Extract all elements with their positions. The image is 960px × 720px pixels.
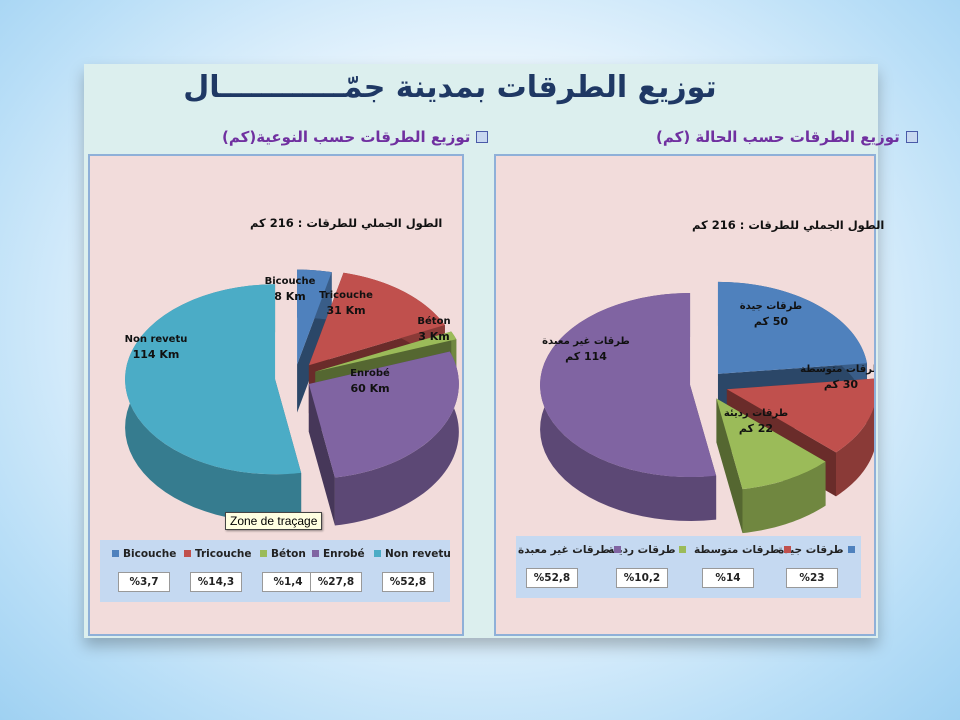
legend-swatch-icon bbox=[783, 546, 791, 553]
legend-percent: %3,7 bbox=[118, 572, 170, 592]
legend-percent: %10,2 bbox=[616, 568, 668, 588]
slice-category-label: طرقات متوسطة bbox=[800, 364, 874, 375]
left-total-label: الطول الجملي للطرقات : 216 كم bbox=[250, 216, 443, 230]
slice-value-label: 31 Km bbox=[326, 304, 365, 317]
slice-value-label: 60 Km bbox=[350, 382, 389, 395]
slice-category-label: Tricouche bbox=[319, 290, 373, 301]
pie-slice-3[interactable] bbox=[308, 351, 459, 526]
legend-item: طرقات جيدة bbox=[778, 544, 859, 556]
left-chart-panel[interactable]: الطول الجملي للطرقات : 216 كم Bicouche 8 … bbox=[88, 154, 464, 636]
legend-swatch-icon bbox=[312, 550, 319, 557]
slice-value-label: 3 Km bbox=[418, 330, 449, 343]
checkbox-icon bbox=[905, 131, 918, 143]
right-total-label: الطول الجملي للطرقات : 216 كم bbox=[692, 218, 885, 232]
legend-swatch-icon bbox=[614, 546, 622, 553]
slice-category-label: Non revetu bbox=[125, 334, 188, 345]
plot-area-tooltip: Zone de traçage bbox=[225, 512, 323, 530]
legend-label: طرقات رديئة bbox=[608, 544, 676, 556]
checkbox-icon bbox=[476, 131, 489, 143]
pie-slice-4[interactable] bbox=[125, 284, 302, 523]
legend-percent: %14 bbox=[702, 568, 754, 588]
left-pie-chart[interactable]: Bicouche 8 Km Tricouche 31 Km Béton 3 Km Enrob… bbox=[90, 156, 462, 536]
legend-swatch-icon bbox=[112, 550, 119, 557]
left-legend: Bicouche Tricouche Béton Enrobé Non revetu %… bbox=[100, 540, 451, 602]
left-chart-title: توزيع الطرقات حسب النوعية(كم) bbox=[222, 128, 489, 146]
legend-label: Enrobé bbox=[323, 548, 365, 560]
legend-item: طرقات غير معبدة bbox=[518, 544, 625, 556]
legend-label: طرقات غير معبدة bbox=[518, 544, 611, 556]
legend-label: Non revetu bbox=[385, 548, 451, 560]
legend-swatch-icon bbox=[260, 550, 267, 557]
legend-percent: %14,3 bbox=[190, 572, 242, 592]
legend-percent: %23 bbox=[786, 568, 838, 588]
legend-swatch-icon bbox=[184, 550, 191, 557]
page-title: توزيع الطرقات بمدينة جمّــــــــــــال bbox=[183, 70, 717, 105]
slice-category-label: Enrobé bbox=[350, 367, 390, 379]
slice-value-label: 114 Km bbox=[133, 348, 180, 361]
legend-percent: %27,8 bbox=[310, 572, 362, 592]
right-chart-panel[interactable]: الطول الجملي للطرقات : 216 كم طرقات جيدة… bbox=[494, 154, 884, 636]
legend-label: طرقات متوسطة bbox=[694, 544, 780, 556]
right-chart-title: توزيع الطرقات حسب الحالة (كم) bbox=[656, 128, 918, 146]
legend-label: Béton bbox=[271, 548, 306, 560]
slice-category-label: طرقات غير معبدة bbox=[542, 336, 630, 347]
legend-item: Bicouche bbox=[108, 548, 176, 560]
pie-slice-3[interactable] bbox=[540, 293, 717, 522]
slice-category-label: Bicouche bbox=[265, 276, 316, 287]
slice-value-label: 30 كم bbox=[824, 378, 859, 391]
legend-item: Non revetu bbox=[370, 548, 451, 560]
slice-value-label: 114 كم bbox=[565, 350, 607, 363]
slice-value-label: 8 Km bbox=[274, 290, 305, 303]
legend-item: Enrobé bbox=[308, 548, 365, 560]
legend-percent: %52,8 bbox=[382, 572, 434, 592]
legend-swatch-icon bbox=[679, 546, 687, 553]
right-pie-chart[interactable]: طرقات جيدة 50 كم طرقات متوسطة 30 كم طرقات رد… bbox=[496, 156, 874, 536]
pie-slice-2[interactable] bbox=[716, 398, 826, 534]
slice-category-label: Béton bbox=[417, 315, 450, 327]
legend-swatch-icon bbox=[847, 546, 855, 553]
legend-item: Tricouche bbox=[180, 548, 252, 560]
legend-item: طرقات رديئة bbox=[608, 544, 690, 556]
legend-label: Bicouche bbox=[123, 548, 177, 560]
slice-value-label: 22 كم bbox=[739, 422, 773, 435]
legend-swatch-icon bbox=[374, 550, 381, 557]
legend-percent: %1,4 bbox=[262, 572, 314, 592]
legend-item: طرقات متوسطة bbox=[694, 544, 795, 556]
slice-category-label: طرقات رديئة bbox=[724, 408, 788, 419]
pie-slice-0[interactable] bbox=[297, 269, 332, 413]
legend-label: Tricouche bbox=[195, 548, 252, 560]
slice-value-label: 50 كم bbox=[754, 315, 789, 328]
legend-item: Béton bbox=[256, 548, 306, 560]
legend-label: طرقات جيدة bbox=[778, 544, 844, 556]
right-legend: طرقات جيدة طرقات متوسطة طرقات رديئة طرقات غ… bbox=[516, 536, 861, 598]
legend-percent: %52,8 bbox=[526, 568, 578, 588]
slice-category-label: طرقات جيدة bbox=[740, 301, 802, 312]
